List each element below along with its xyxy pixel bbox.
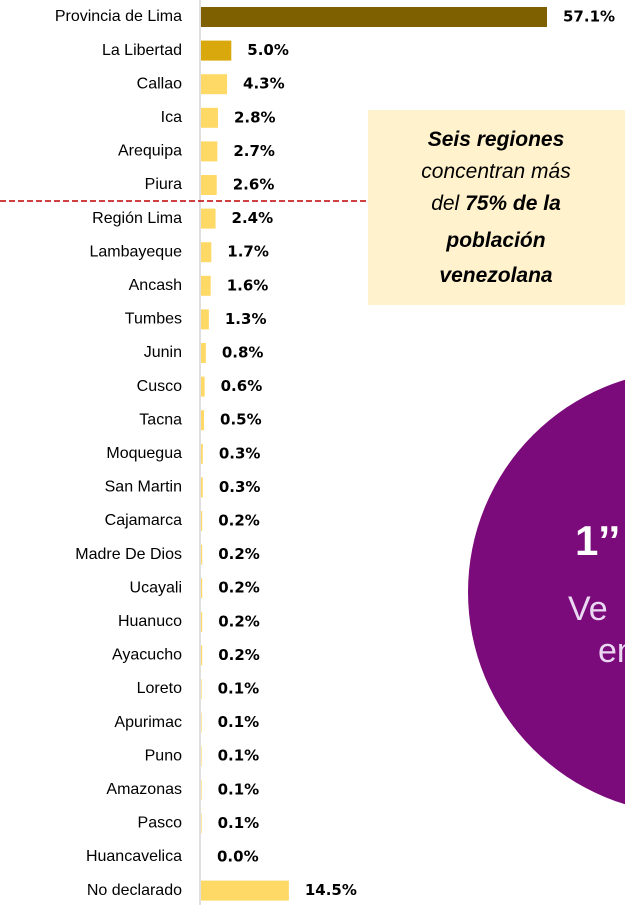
value-label: 0.6%: [221, 377, 263, 395]
bar: [201, 511, 203, 531]
value-label: 2.6%: [233, 176, 275, 194]
bar: [201, 578, 203, 599]
category-label: Ica: [161, 109, 182, 126]
annotation-text: población: [445, 229, 545, 252]
category-label: Pasco: [138, 815, 183, 832]
category-label: Cajamarca: [105, 512, 182, 529]
category-label: Ancash: [129, 277, 182, 294]
annotation-text: 75% de la: [465, 192, 561, 215]
category-label: Provincia de Lima: [55, 8, 182, 25]
value-label: 2.8%: [234, 108, 276, 126]
callout-text: 1’’: [575, 517, 620, 564]
bar: [201, 309, 209, 330]
bar: [201, 779, 202, 800]
callout-text: en: [598, 632, 625, 670]
bar: [201, 443, 203, 464]
category-label: Apurimac: [114, 714, 182, 731]
category-label: La Libertad: [102, 42, 182, 59]
bar: [201, 813, 202, 834]
bar: [201, 880, 289, 901]
annotation-line: del 75% de la: [431, 192, 561, 215]
bar: [201, 544, 203, 565]
bar: [201, 645, 203, 666]
annotation-text: Seis regiones: [428, 128, 565, 151]
value-label: 4.3%: [243, 75, 285, 93]
bar: [201, 175, 217, 195]
category-label: Junin: [144, 344, 182, 361]
annotation-text: del: [431, 192, 465, 215]
bar: [201, 208, 216, 229]
annotation-line: población: [445, 229, 545, 252]
bar: [201, 712, 202, 733]
bar: [201, 7, 547, 27]
value-label: 5.0%: [247, 41, 289, 59]
bar: [201, 40, 232, 61]
category-label: Moquegua: [106, 445, 182, 462]
category-label: Arequipa: [118, 143, 182, 160]
bar: [201, 343, 206, 363]
bar: [201, 410, 205, 431]
category-label: San Martin: [105, 479, 182, 496]
value-label: 0.3%: [219, 444, 261, 462]
category-label: Lambayeque: [89, 243, 182, 260]
value-label: 2.7%: [233, 142, 275, 160]
value-label: 1.6%: [227, 276, 269, 294]
bar: [201, 242, 212, 263]
value-label: 0.2%: [218, 646, 260, 664]
annotation-text: venezolana: [439, 264, 553, 287]
callout-circle: [468, 379, 625, 805]
annotation-line: Seis regiones: [428, 128, 565, 151]
bar: [201, 746, 202, 767]
callout-text: Ve: [568, 590, 608, 628]
category-label: Amazonas: [106, 781, 182, 798]
bar: [201, 376, 205, 397]
category-label: Tumbes: [125, 311, 182, 328]
annotation-text: concentran más: [421, 160, 571, 183]
value-label: 0.2%: [218, 512, 260, 530]
value-label: 0.1%: [218, 713, 260, 731]
value-label: 0.2%: [218, 612, 260, 630]
category-label: Huanuco: [118, 613, 182, 630]
category-label: Huancavelica: [86, 848, 182, 865]
category-label: Piura: [145, 176, 182, 193]
category-label: Ayacucho: [112, 647, 182, 664]
value-label: 14.5%: [305, 881, 357, 899]
bar: [201, 107, 218, 128]
category-label: Loreto: [137, 680, 182, 697]
value-label: 0.1%: [218, 814, 260, 832]
value-label: 0.2%: [218, 545, 260, 563]
value-label: 0.1%: [218, 680, 260, 698]
value-label: 0.5%: [220, 411, 262, 429]
value-label: 57.1%: [563, 8, 615, 26]
bar: [201, 679, 202, 699]
category-label: Ucayali: [130, 579, 182, 596]
bar: [201, 275, 211, 296]
category-label: Madre De Dios: [75, 546, 182, 563]
value-label: 1.3%: [225, 310, 267, 328]
value-label: 0.3%: [219, 478, 261, 496]
category-label: Callao: [137, 75, 182, 92]
bar: [201, 477, 203, 498]
value-label: 0.8%: [222, 344, 264, 362]
category-label: Región Lima: [92, 210, 182, 227]
category-label: Cusco: [137, 378, 182, 395]
category-label: Puno: [145, 747, 182, 764]
category-label: No declarado: [87, 882, 182, 899]
value-label: 1.7%: [227, 243, 269, 261]
annotation-line: concentran más: [421, 160, 571, 183]
bar: [201, 611, 203, 632]
annotation-box: [368, 110, 625, 305]
annotation-line: venezolana: [439, 264, 553, 287]
category-label: Tacna: [139, 411, 182, 428]
value-label: 2.4%: [232, 209, 274, 227]
value-label: 0.0%: [217, 848, 259, 866]
bar: [201, 74, 228, 95]
value-label: 0.1%: [218, 747, 260, 765]
bar: [201, 141, 218, 162]
value-label: 0.2%: [218, 579, 260, 597]
value-label: 0.1%: [218, 780, 260, 798]
